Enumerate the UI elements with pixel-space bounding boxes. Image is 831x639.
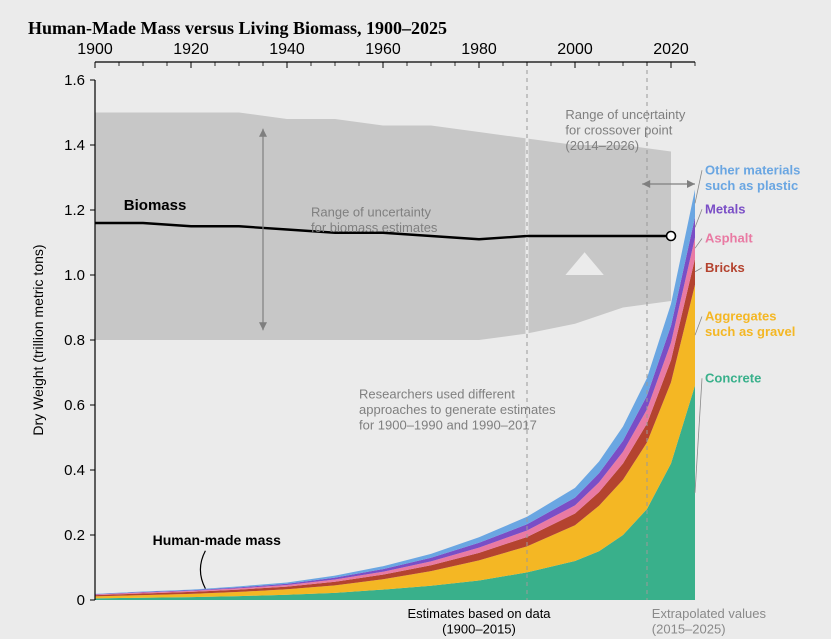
note-extrapolated: Extrapolated values(2015–2025) bbox=[652, 606, 767, 637]
y-tick-label: 1.0 bbox=[64, 267, 85, 284]
y-tick-label: 1.2 bbox=[64, 202, 85, 219]
human-made-label: Human-made mass bbox=[153, 532, 282, 548]
chart-container: Human-Made Mass versus Living Biomass, 1… bbox=[0, 0, 831, 639]
legend-aggregates: Aggregatessuch as gravel bbox=[705, 309, 795, 340]
y-tick-label: 0.4 bbox=[64, 462, 85, 479]
y-tick-label: 0 bbox=[77, 592, 85, 609]
legend-bricks: Bricks bbox=[705, 260, 745, 275]
legend-other: Other materialssuch as plastic bbox=[705, 162, 800, 193]
biomass-label: Biomass bbox=[124, 197, 187, 214]
legend-concrete: Concrete bbox=[705, 370, 761, 385]
x-tick-label: 2020 bbox=[653, 41, 689, 58]
x-tick-label: 1940 bbox=[269, 41, 305, 58]
y-tick-label: 1.4 bbox=[64, 137, 85, 154]
x-tick-label: 1900 bbox=[77, 41, 113, 58]
chart-svg-wrap: Biomass 1900 1920 1940 1960 1980 2000 2020 0 0.2 0… bbox=[0, 0, 831, 639]
legend-metals: Metals bbox=[705, 201, 745, 216]
x-tick-label: 1920 bbox=[173, 41, 209, 58]
note-biomass-range: Range of uncertaintyfor biomass estimate… bbox=[311, 205, 438, 236]
chart-svg: Biomass 1900 1920 1940 1960 1980 2000 2020 0 0.2 0… bbox=[0, 0, 831, 639]
legend-asphalt: Asphalt bbox=[705, 231, 753, 246]
crossover-point bbox=[667, 232, 676, 241]
y-tick-label: 0.2 bbox=[64, 527, 85, 544]
note-estimates: Estimates based on data(1900–2015) bbox=[407, 606, 551, 637]
y-axis-label: Dry Weight (trillion metric tons) bbox=[30, 244, 46, 435]
x-tick-label: 1980 bbox=[461, 41, 497, 58]
y-tick-label: 0.6 bbox=[64, 397, 85, 414]
y-tick-label: 0.8 bbox=[64, 332, 85, 349]
x-tick-label: 1960 bbox=[365, 41, 401, 58]
note-crossover: Range of uncertaintyfor crossover point(… bbox=[565, 107, 685, 153]
y-tick-label: 1.6 bbox=[64, 72, 85, 89]
x-tick-label: 2000 bbox=[557, 41, 593, 58]
